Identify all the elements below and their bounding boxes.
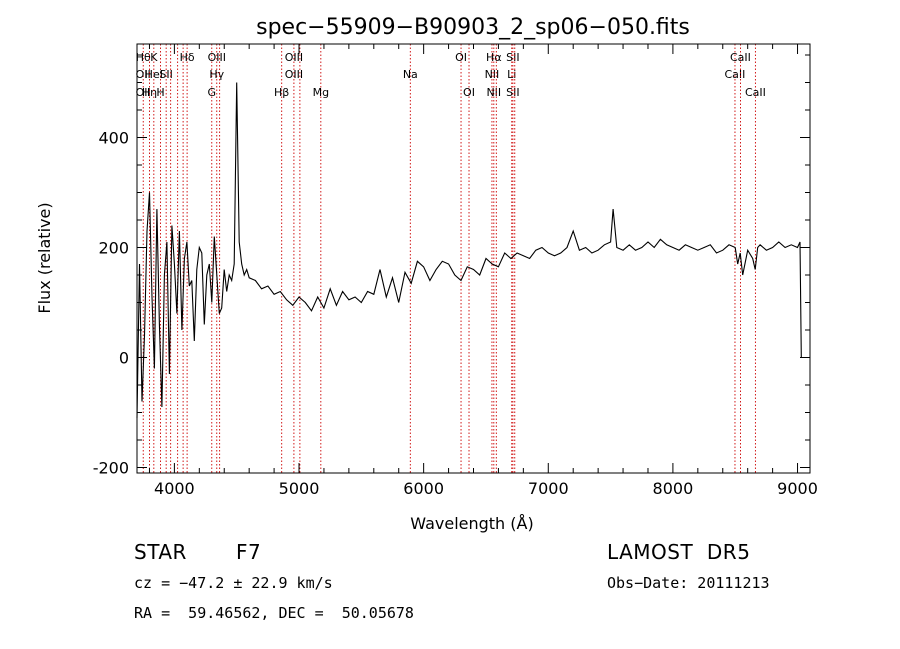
line-marker-label: Hθ bbox=[136, 51, 151, 64]
line-marker-label: G bbox=[208, 86, 217, 99]
line-marker-label: Hη bbox=[142, 86, 157, 99]
line-marker-label: SII bbox=[506, 86, 519, 99]
y-axis-label: Flux (relative) bbox=[35, 202, 54, 313]
y-tick-label: 0 bbox=[119, 349, 129, 368]
line-marker-label: OIII bbox=[285, 51, 303, 64]
x-tick-label: 5000 bbox=[279, 479, 320, 498]
line-marker-label: H bbox=[156, 86, 164, 99]
line-marker-label: Hβ bbox=[274, 86, 289, 99]
line-marker-label: Hγ bbox=[209, 68, 224, 81]
line-marker-label: CaII bbox=[745, 86, 766, 99]
object-type: STAR bbox=[134, 540, 187, 564]
line-marker-label: OIII bbox=[208, 51, 226, 64]
line-marker-label: Hα bbox=[486, 51, 502, 64]
line-marker-label: Mg bbox=[313, 86, 329, 99]
line-marker-label: Li bbox=[507, 68, 516, 81]
line-marker-label: SII bbox=[159, 68, 172, 81]
line-marker-label: Na bbox=[403, 68, 418, 81]
survey-name: LAMOST DR5 bbox=[607, 540, 751, 564]
y-tick-label: 200 bbox=[98, 239, 129, 258]
redshift-cz: cz = −47.2 ± 22.9 km/s bbox=[134, 574, 333, 592]
line-marker-label: OI bbox=[463, 86, 475, 99]
line-marker-label: OIII bbox=[285, 68, 303, 81]
x-tick-label: 9000 bbox=[777, 479, 818, 498]
line-marker-label: CaII bbox=[725, 68, 746, 81]
x-tick-label: 7000 bbox=[528, 479, 569, 498]
spectrum-line bbox=[136, 82, 802, 419]
line-marker-label: HeI bbox=[145, 68, 163, 81]
obs-date: Obs−Date: 20111213 bbox=[607, 574, 770, 592]
line-marker-label: OI bbox=[455, 51, 467, 64]
subclass: F7 bbox=[236, 540, 262, 564]
line-marker-label: OII bbox=[136, 68, 151, 81]
line-marker-label: NII bbox=[486, 86, 501, 99]
y-tick-label: -200 bbox=[93, 459, 129, 478]
line-marker-label: CaII bbox=[730, 51, 751, 64]
x-tick-label: 8000 bbox=[653, 479, 694, 498]
axes: 4000 5000 6000 7000 8000 9000 -200 0 200 400 bbox=[93, 43, 818, 498]
spectral-line-markers: HθOIIOIIHηKHeIHSIIHδGOIIIHγHβOIIIOIIIMgN… bbox=[136, 44, 766, 473]
x-axis-label: Wavelength (Å) bbox=[410, 514, 533, 533]
chart-title: spec−55909−B90903_2_sp06−050.fits bbox=[256, 15, 690, 40]
x-tick-label: 4000 bbox=[154, 479, 195, 498]
coordinates: RA = 59.46562, DEC = 50.05678 bbox=[134, 604, 414, 622]
y-tick-label: 400 bbox=[98, 129, 129, 148]
plot-frame bbox=[136, 43, 811, 474]
line-marker-label: OII bbox=[136, 86, 151, 99]
line-marker-label: Hδ bbox=[180, 51, 195, 64]
line-marker-label: K bbox=[150, 51, 158, 64]
line-marker-label: NII bbox=[485, 68, 500, 81]
line-marker-label: SII bbox=[506, 51, 519, 64]
x-tick-label: 6000 bbox=[403, 479, 444, 498]
